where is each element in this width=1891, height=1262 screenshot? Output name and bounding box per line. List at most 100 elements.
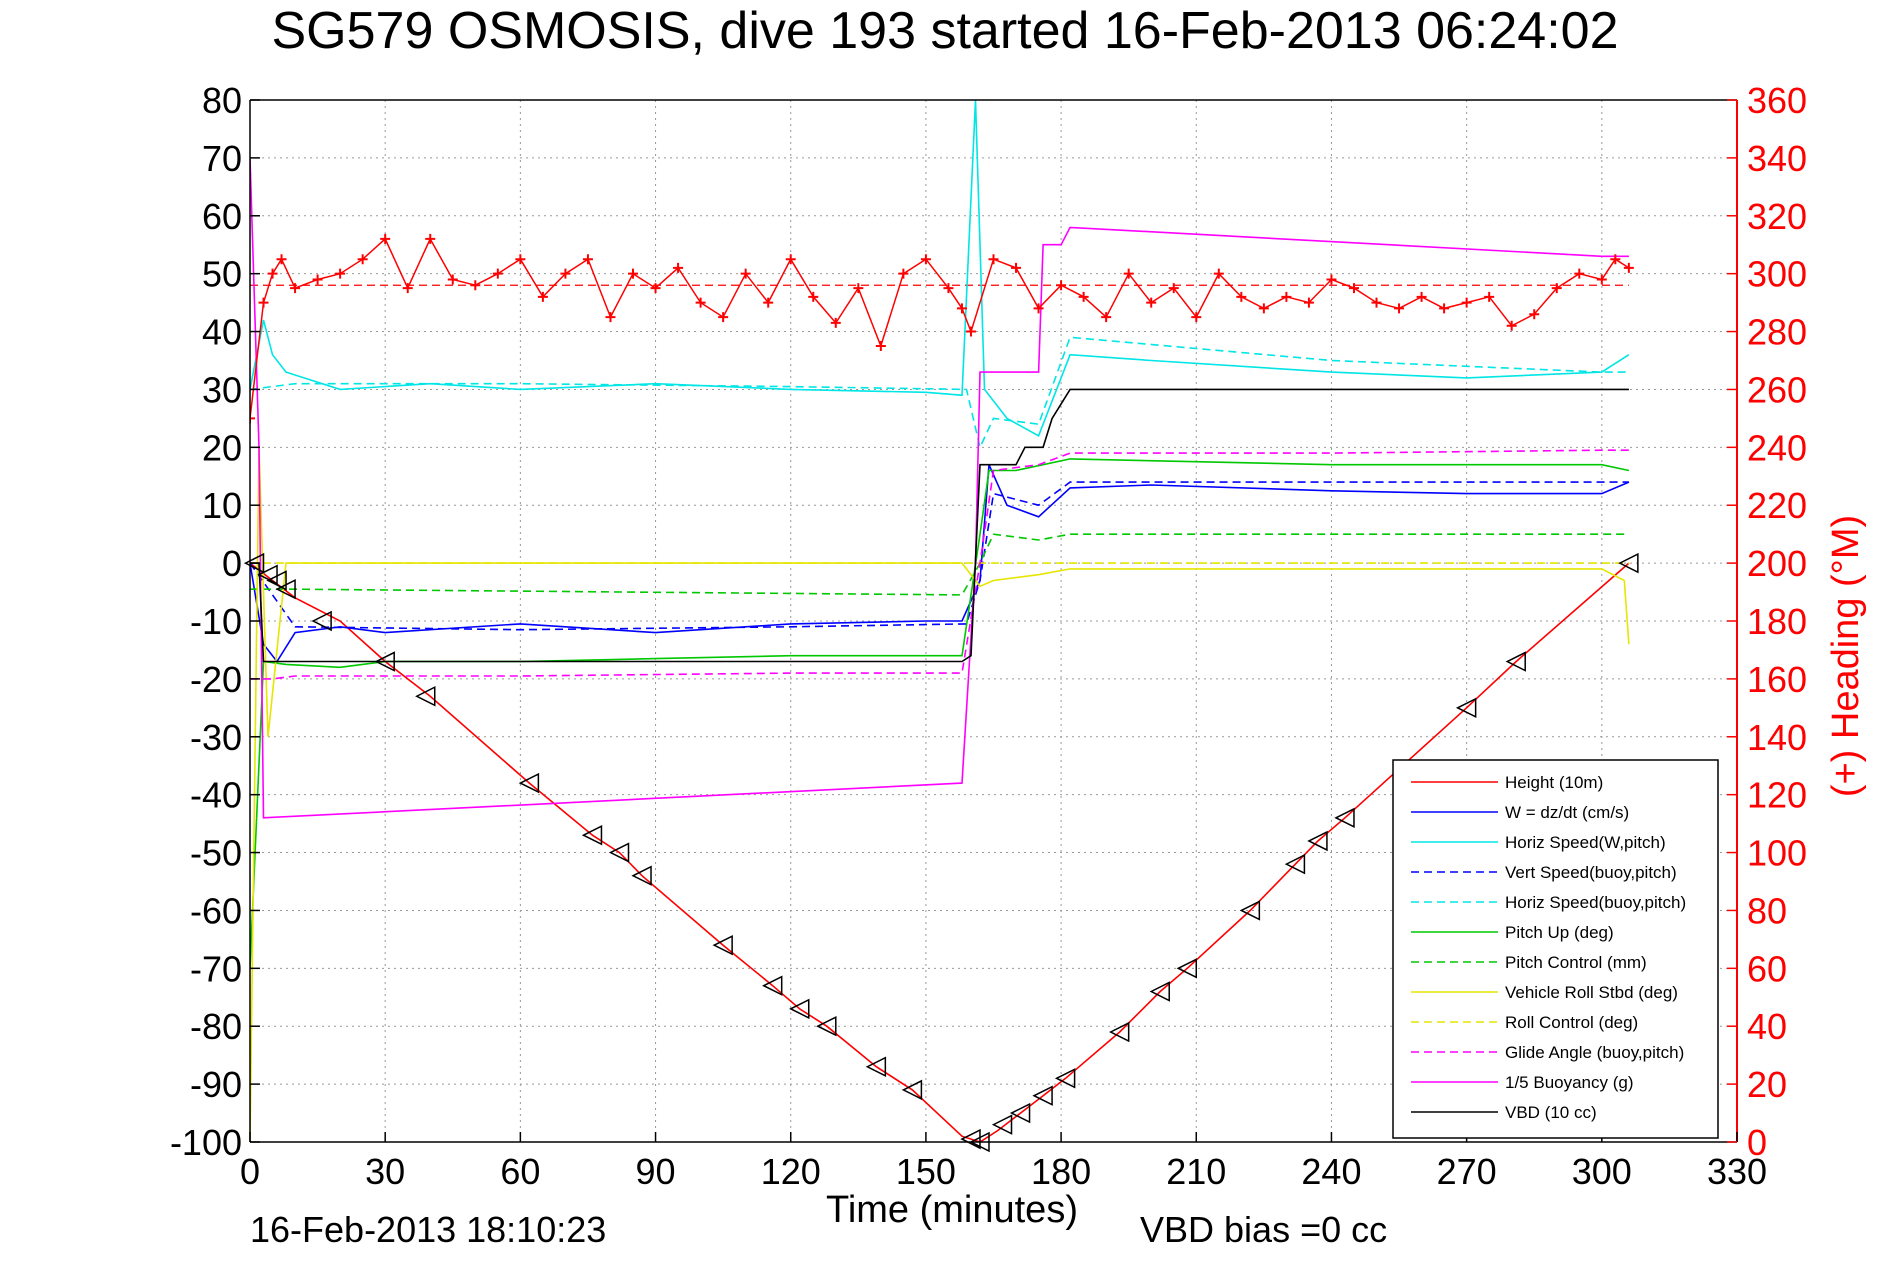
series-group — [250, 100, 1634, 1142]
depth-marker — [901, 1079, 923, 1101]
heading-point — [258, 297, 269, 308]
depth-marker — [1334, 807, 1355, 829]
heading-point — [470, 280, 481, 291]
legend-entry: Pitch Up (deg) — [1505, 923, 1614, 942]
right-y-tick-label: 0 — [1747, 1122, 1767, 1163]
heading-point — [1191, 312, 1202, 323]
x-tick-label: 330 — [1707, 1151, 1767, 1192]
heading-point — [1258, 303, 1269, 314]
series-line-9 — [250, 449, 1629, 680]
heading-point — [1146, 297, 1157, 308]
heading-point — [515, 254, 526, 265]
right-y-tick-label: 200 — [1747, 543, 1807, 584]
heading-point — [763, 297, 774, 308]
y-tick-label: -70 — [190, 948, 242, 989]
legend-entry: Glide Angle (buoy,pitch) — [1505, 1043, 1684, 1062]
x-tick-label: 240 — [1301, 1151, 1361, 1192]
y-tick-label: 80 — [202, 80, 242, 121]
heading-point — [1529, 309, 1540, 320]
legend-entry: Pitch Control (mm) — [1505, 953, 1647, 972]
depth-marker — [865, 1056, 887, 1077]
right-y-tick-label: 280 — [1747, 312, 1807, 353]
right-y-tick-label: 240 — [1747, 427, 1807, 468]
x-tick-label: 150 — [896, 1151, 956, 1192]
depth-marker — [1054, 1068, 1076, 1089]
y-tick-label: -10 — [190, 601, 242, 642]
heading-point — [537, 291, 548, 302]
right-y-tick-label: 320 — [1747, 196, 1807, 237]
depth-marker — [518, 772, 540, 794]
heading-point — [1078, 291, 1089, 302]
x-tick-label: 210 — [1166, 1151, 1226, 1192]
right-y-tick-label: 80 — [1747, 890, 1787, 931]
x-tick-label: 180 — [1031, 1151, 1091, 1192]
depth-marker — [1618, 552, 1639, 574]
depth-marker — [789, 998, 810, 1020]
heading-point — [628, 268, 639, 279]
heading-point — [650, 283, 661, 294]
heading-point — [1394, 303, 1405, 314]
right-y-tick-label: 140 — [1747, 717, 1807, 758]
heading-point — [1416, 291, 1427, 302]
axes: 0 30 60 90 120 150 180 210 240 270 300 330-100-90-8… — [170, 80, 1807, 1192]
heading-point — [956, 303, 967, 314]
legend-entry: W = dz/dt (cm/s) — [1505, 803, 1629, 822]
y-tick-label: 70 — [202, 138, 242, 179]
legend: Height (10m) W = dz/dt (cm/s) Horiz Speed(… — [1392, 759, 1719, 1139]
y-tick-label: -80 — [190, 1006, 242, 1047]
series-line-1 — [250, 464, 1630, 663]
right-axis-label: (+) Heading (°M) — [1825, 515, 1867, 797]
y-tick-label: -30 — [190, 717, 242, 758]
heading-point — [1461, 297, 1472, 308]
heading-point — [290, 283, 301, 294]
heading-point — [250, 413, 255, 424]
heading-point — [830, 317, 841, 328]
x-tick-label: 0 — [240, 1151, 260, 1192]
heading-point — [1551, 283, 1562, 294]
heading-point — [582, 254, 593, 265]
y-tick-label: -90 — [190, 1064, 242, 1105]
heading-point — [1574, 268, 1585, 279]
y-tick-label: -40 — [190, 775, 242, 816]
heading-point — [380, 233, 391, 244]
right-y-tick-label: 20 — [1747, 1064, 1787, 1105]
series-line-5 — [250, 458, 1630, 969]
heading-point — [740, 268, 751, 279]
right-y-tick-label: 120 — [1747, 775, 1807, 816]
heading-point — [1168, 283, 1179, 294]
x-tick-label: 90 — [636, 1151, 676, 1192]
heading-point — [1484, 291, 1495, 302]
right-y-tick-label: 40 — [1747, 1006, 1787, 1047]
x-tick-label: 120 — [761, 1151, 821, 1192]
heading-point — [1439, 303, 1450, 314]
right-y-tick-label: 300 — [1747, 254, 1807, 295]
heading-point — [276, 254, 287, 265]
legend-entry: 1/5 Buoyancy (g) — [1505, 1073, 1634, 1092]
depth-marker — [1149, 981, 1170, 1002]
heading-point — [312, 274, 323, 285]
heading-point — [335, 268, 346, 279]
y-tick-label: 40 — [202, 312, 242, 353]
depth-marker — [762, 975, 783, 996]
series-line-12 — [250, 237, 1630, 419]
depth-marker — [631, 865, 652, 886]
depth-marker — [581, 824, 603, 846]
heading-point — [1213, 268, 1224, 279]
heading-point — [1056, 280, 1067, 291]
y-tick-label: -50 — [190, 833, 242, 874]
heading-point — [695, 297, 706, 308]
depth-marker — [1284, 853, 1306, 875]
right-y-tick-label: 60 — [1747, 948, 1787, 989]
depth-marker — [1176, 958, 1198, 979]
heading-point — [718, 312, 729, 323]
legend-entry: Vert Speed(buoy,pitch) — [1505, 863, 1677, 882]
legend-entry: Vehicle Roll Stbd (deg) — [1505, 983, 1678, 1002]
heading-point — [1303, 297, 1314, 308]
y-tick-label: 50 — [202, 254, 242, 295]
series-line-3 — [250, 481, 1629, 631]
heading-point — [1033, 303, 1044, 314]
heading-point — [1011, 262, 1022, 273]
right-y-tick-label: 340 — [1747, 138, 1807, 179]
depth-marker — [1032, 1085, 1053, 1106]
